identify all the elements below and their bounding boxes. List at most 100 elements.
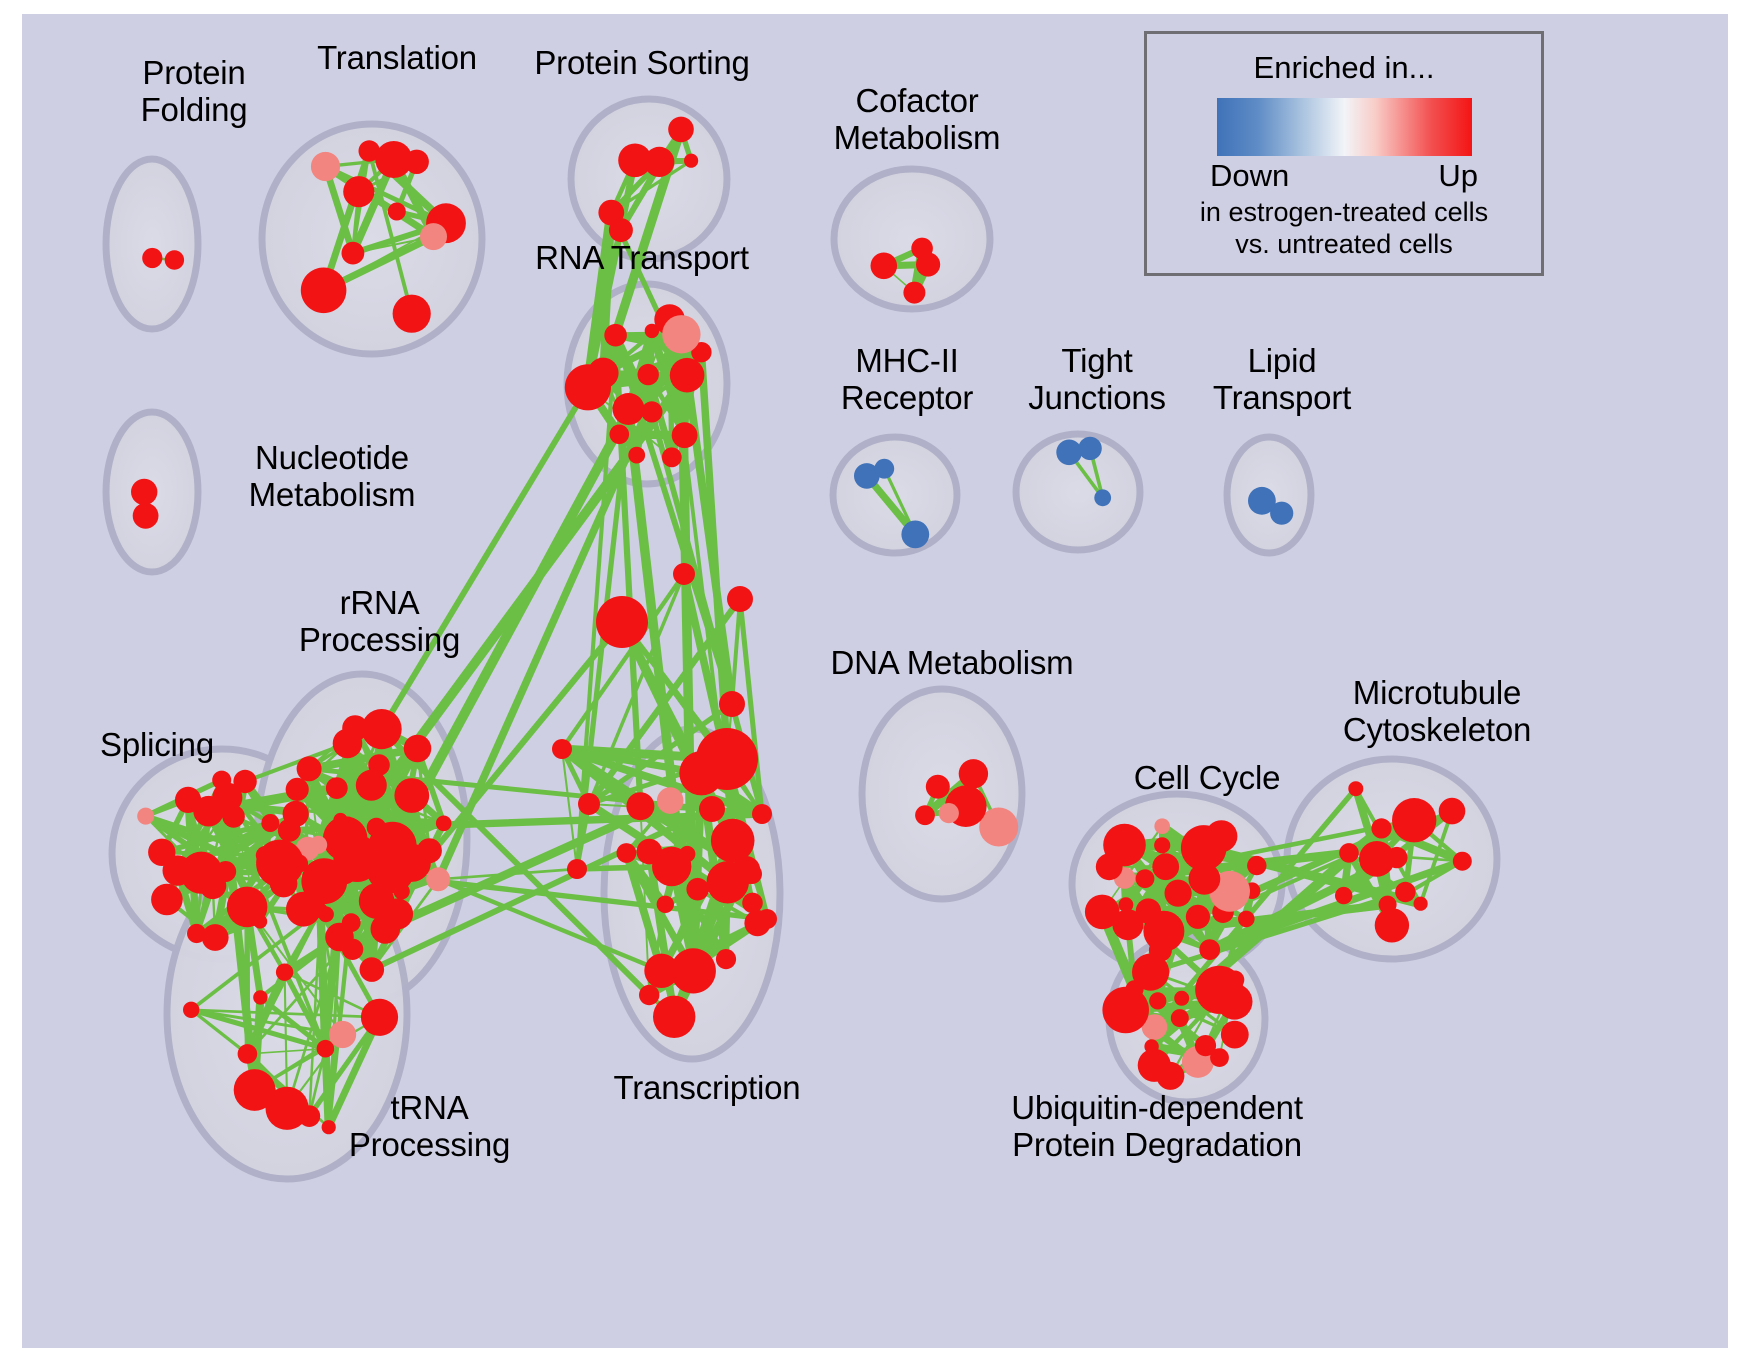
network-node bbox=[1137, 1048, 1171, 1082]
network-node bbox=[1152, 853, 1180, 881]
network-node bbox=[670, 948, 716, 994]
network-node bbox=[578, 793, 600, 815]
network-node bbox=[201, 924, 229, 951]
cluster-label-transcription: Transcription bbox=[613, 1069, 801, 1106]
network-node bbox=[684, 153, 699, 168]
network-node bbox=[1141, 1014, 1168, 1040]
network-node bbox=[979, 807, 1019, 847]
network-node bbox=[1112, 909, 1144, 941]
network-node bbox=[901, 520, 930, 549]
network-node bbox=[392, 294, 431, 333]
network-node bbox=[596, 596, 648, 648]
network-node bbox=[1359, 841, 1395, 877]
legend-panel: Enriched in... Down Up in estrogen-treat… bbox=[1144, 31, 1544, 276]
network-node bbox=[874, 458, 895, 479]
network-node bbox=[1220, 1020, 1249, 1049]
spine-link-edge bbox=[436, 867, 579, 881]
spine-link-edge bbox=[306, 766, 765, 817]
network-node bbox=[1438, 797, 1466, 825]
network-node bbox=[416, 838, 442, 864]
network-node bbox=[360, 998, 399, 1036]
network-node bbox=[656, 895, 674, 913]
network-node bbox=[1210, 1048, 1229, 1067]
network-node bbox=[226, 886, 268, 928]
edge bbox=[322, 163, 357, 257]
network-node bbox=[1143, 910, 1185, 952]
cluster-hull-protein-folding bbox=[102, 155, 202, 333]
edge bbox=[308, 767, 320, 846]
network-node bbox=[420, 223, 447, 251]
network-node bbox=[609, 424, 630, 445]
cluster-label-tight-junctions: Tight Junctions bbox=[1028, 342, 1166, 416]
network-node bbox=[296, 756, 322, 782]
network-node bbox=[652, 846, 692, 887]
network-node bbox=[752, 804, 772, 824]
network-node bbox=[641, 401, 663, 423]
spine-link-edge bbox=[368, 806, 715, 973]
network-node bbox=[325, 777, 348, 799]
network-node bbox=[925, 774, 950, 799]
network-node bbox=[1056, 439, 1082, 466]
network-node bbox=[403, 734, 432, 763]
network-node bbox=[1084, 894, 1120, 930]
network-node bbox=[212, 782, 243, 813]
edge bbox=[1418, 809, 1454, 906]
edge bbox=[245, 908, 323, 1056]
legend-low-label: Down bbox=[1210, 158, 1290, 193]
network-node bbox=[626, 792, 655, 821]
network-figure-canvas: Protein Folding Translation Nucleotide Met… bbox=[22, 14, 1728, 1348]
network-node bbox=[668, 116, 694, 143]
bridge-edge bbox=[326, 856, 360, 1130]
network-node bbox=[757, 909, 777, 929]
network-node bbox=[355, 769, 387, 801]
network-node bbox=[903, 281, 926, 304]
cluster-label-cell-cycle: Cell Cycle bbox=[1133, 759, 1281, 796]
network-node bbox=[1118, 897, 1134, 913]
network-node bbox=[1149, 992, 1167, 1010]
network-node bbox=[131, 478, 158, 506]
cluster-hull-cofactor-metabolism bbox=[830, 165, 994, 313]
network-node bbox=[870, 252, 898, 280]
network-node bbox=[644, 953, 679, 988]
network-node bbox=[598, 199, 625, 226]
network-node bbox=[368, 754, 390, 776]
network-node bbox=[309, 835, 328, 854]
network-node bbox=[669, 357, 705, 393]
cluster-hull-tight-junctions bbox=[1012, 430, 1144, 554]
network-node bbox=[394, 778, 430, 813]
network-node bbox=[1225, 970, 1245, 990]
legend-high-label: Up bbox=[1438, 158, 1478, 193]
network-node bbox=[612, 393, 645, 425]
network-node bbox=[1170, 1009, 1189, 1028]
network-node bbox=[696, 728, 758, 790]
network-node bbox=[1094, 489, 1112, 507]
network-node bbox=[854, 463, 880, 489]
network-node bbox=[387, 202, 406, 221]
network-node bbox=[1154, 818, 1170, 834]
network-node bbox=[637, 363, 659, 386]
bridge-edge bbox=[599, 208, 616, 377]
network-node bbox=[1392, 798, 1437, 843]
network-node bbox=[618, 143, 652, 178]
spine-link-edge bbox=[558, 745, 706, 777]
cluster-label-protein-sorting: Protein Sorting bbox=[534, 44, 750, 81]
network-node bbox=[142, 247, 163, 269]
bridge-edge bbox=[1205, 853, 1402, 954]
network-node bbox=[342, 715, 368, 741]
network-graph bbox=[102, 95, 1501, 1183]
cluster-label-rna-transport: RNA Transport bbox=[535, 239, 749, 276]
network-node bbox=[1103, 823, 1146, 867]
network-node bbox=[1164, 879, 1192, 907]
network-node bbox=[275, 963, 294, 981]
network-node bbox=[132, 502, 159, 529]
spine-edge bbox=[737, 596, 765, 817]
network-node bbox=[1248, 486, 1276, 515]
edge bbox=[306, 1014, 383, 1119]
network-node bbox=[1199, 939, 1221, 960]
network-node bbox=[628, 446, 646, 464]
network-node bbox=[343, 176, 375, 208]
network-node bbox=[911, 237, 933, 260]
network-node bbox=[253, 990, 268, 1005]
network-node bbox=[742, 892, 763, 914]
network-node bbox=[1185, 904, 1210, 929]
